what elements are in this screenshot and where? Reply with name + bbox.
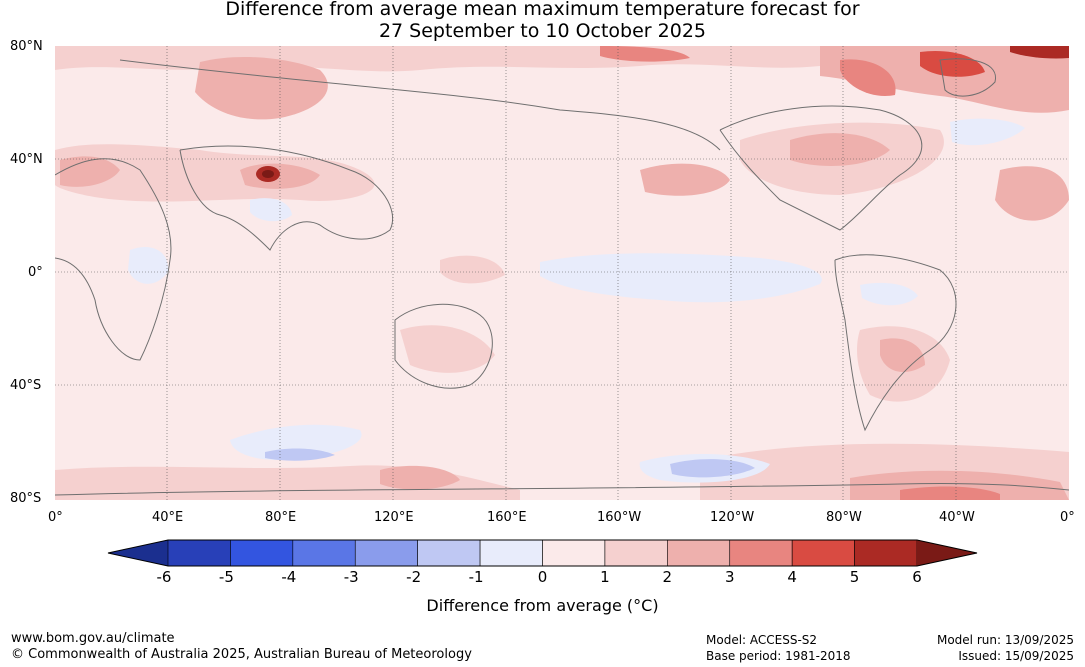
- anomaly-region: [250, 198, 292, 222]
- colorbar-cell: [167, 539, 231, 567]
- footer-copyright: © Commonwealth of Australia 2025, Austra…: [11, 647, 472, 662]
- colorbar-cell: [791, 539, 855, 567]
- map-title-line-1: Difference from average mean maximum tem…: [225, 0, 860, 20]
- lat-label: 40°S: [10, 378, 42, 393]
- anomaly-region: [840, 59, 896, 96]
- anomaly-region: [860, 282, 918, 306]
- footer-issued: Issued: 15/09/2025: [958, 649, 1074, 663]
- colorbar-cell: [604, 539, 668, 567]
- colorbar-tick-label: -2: [406, 568, 422, 586]
- coastline-australia: [394, 303, 493, 389]
- colorbar-cell: [417, 539, 481, 567]
- anomaly-region: [950, 118, 1025, 146]
- lon-label: 120°E: [374, 510, 414, 525]
- coastline-antarctica: [55, 482, 1069, 496]
- lon-label: 80°W: [826, 510, 862, 525]
- colorbar-tick-label: 2: [662, 568, 673, 586]
- colorbar-title: Difference from average (°C): [426, 596, 659, 615]
- colorbar-tick-label: 1: [600, 568, 610, 586]
- colorbar-extend-high: [917, 540, 977, 566]
- anomaly-region: [670, 459, 755, 478]
- colorbar-cell: [542, 539, 606, 567]
- colorbar-cell: [230, 539, 294, 567]
- lat-label: 0°: [28, 265, 43, 280]
- anomaly-region: [790, 133, 890, 166]
- lat-label: 40°N: [10, 152, 43, 167]
- colorbar-tick-label: -1: [468, 568, 484, 586]
- anomaly-hotspot: [262, 170, 274, 178]
- anomaly-region: [128, 246, 169, 284]
- footer-url[interactable]: www.bom.gov.au/climate: [11, 631, 175, 646]
- lon-label: 0°: [48, 510, 63, 525]
- footer-base-period: Base period: 1981-2018: [706, 649, 851, 663]
- colorbar-extend-low: [108, 540, 168, 566]
- anomaly-region: [230, 424, 362, 460]
- footer-model-run: Model run: 13/09/2025: [936, 633, 1074, 647]
- lon-label: 0°: [1060, 510, 1075, 525]
- colorbar-outline: [107, 539, 978, 567]
- coastlines: [55, 58, 1069, 496]
- coastline-north-america: [719, 105, 923, 231]
- colorbar-tick-label: -3: [343, 568, 359, 586]
- colorbar-tick-label: -4: [281, 568, 297, 586]
- colorbar-tick-label: -5: [218, 568, 234, 586]
- coastline-eurasia-north: [119, 59, 721, 151]
- coastline-asia: [179, 145, 394, 251]
- colorbar-tick-label: 5: [849, 568, 860, 586]
- anomaly-region: [880, 338, 925, 373]
- anomaly-region: [640, 163, 730, 196]
- anomaly-region: [400, 325, 495, 373]
- anomaly-region: [380, 465, 460, 490]
- map-title-line-2: 27 September to 10 October 2025: [378, 20, 707, 42]
- colorbar-cell: [854, 539, 918, 567]
- anomaly-region: [600, 46, 690, 62]
- colorbar: [107, 539, 978, 567]
- lat-label: 80°N: [10, 39, 43, 54]
- anomaly-region: [540, 253, 822, 303]
- anomaly-region: [60, 156, 120, 187]
- colorbar-cell: [729, 539, 793, 567]
- colorbar-cell: [667, 539, 731, 567]
- graticule: [55, 46, 1069, 500]
- coastline-africa: [55, 158, 172, 361]
- anomaly-region: [900, 486, 1000, 500]
- colorbar-cell: [354, 539, 418, 567]
- footer-model: Model: ACCESS-S2: [706, 633, 818, 647]
- anomaly-region: [440, 255, 505, 284]
- lon-label: 120°W: [710, 510, 755, 525]
- lon-label: 160°E: [487, 510, 527, 525]
- anomaly-region: [265, 448, 335, 461]
- lon-label: 160°W: [597, 510, 642, 525]
- coastline-greenland: [939, 58, 996, 97]
- lon-label: 40°W: [939, 510, 975, 525]
- colorbar-tick-label: 3: [724, 568, 735, 586]
- colorbar-tick-label: 6: [912, 568, 922, 586]
- colorbar-cell: [479, 539, 543, 567]
- colorbar-cell: [292, 539, 356, 567]
- colorbar-tick-label: 4: [787, 568, 797, 586]
- anomaly-region: [55, 46, 1069, 72]
- coastline-south-america: [834, 254, 957, 432]
- colorbar-tick-label: 0: [537, 568, 548, 586]
- anomaly-region: [1010, 46, 1069, 59]
- colorbar-cells: [167, 539, 918, 567]
- lon-label: 80°E: [265, 510, 297, 525]
- anomaly-region: [820, 46, 1069, 113]
- anomaly-region: [920, 50, 985, 77]
- anomaly-region: [995, 166, 1069, 221]
- lat-label: 80°S: [10, 491, 42, 506]
- colorbar-tick-label: -6: [156, 568, 172, 586]
- lon-label: 40°E: [152, 510, 184, 525]
